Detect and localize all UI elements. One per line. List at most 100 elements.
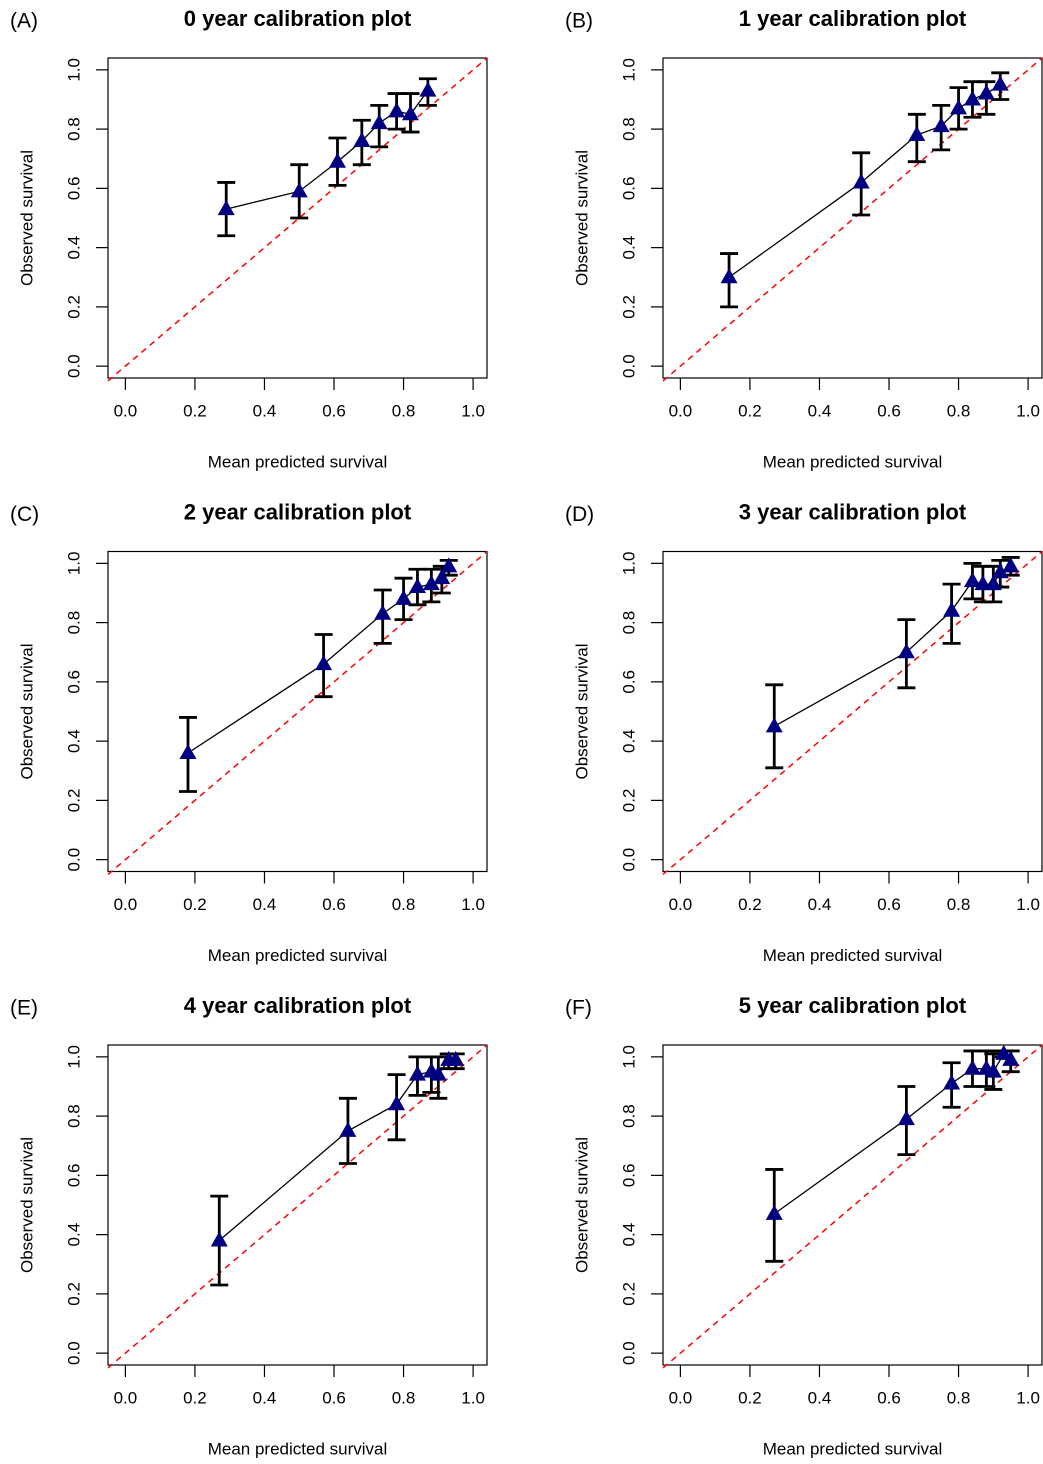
y-tick-label: 1.0 bbox=[619, 58, 638, 82]
point-marker bbox=[943, 1074, 961, 1090]
point-marker bbox=[897, 1110, 915, 1126]
y-tick-label: 0.8 bbox=[64, 611, 83, 635]
x-tick-label: 0.8 bbox=[947, 1388, 971, 1407]
y-tick-label: 0.0 bbox=[619, 354, 638, 378]
point-marker bbox=[963, 90, 981, 106]
x-tick-label: 0.6 bbox=[322, 401, 346, 420]
x-tick-label: 0.0 bbox=[669, 895, 693, 914]
y-tick-label: 1.0 bbox=[619, 1045, 638, 1069]
x-tick-label: 0.4 bbox=[253, 895, 277, 914]
x-tick-label: 0.6 bbox=[877, 895, 901, 914]
point-marker bbox=[370, 114, 388, 130]
x-tick-label: 0.6 bbox=[877, 1388, 901, 1407]
x-tick-label: 0.4 bbox=[253, 401, 277, 420]
y-tick-label: 0.4 bbox=[64, 236, 83, 260]
plot-frame bbox=[662, 57, 1043, 379]
y-tick-label: 0.4 bbox=[619, 1223, 638, 1247]
reference-line bbox=[107, 57, 488, 382]
point-marker bbox=[984, 575, 1002, 591]
y-tick-label: 0.0 bbox=[619, 1341, 638, 1365]
point-marker bbox=[429, 1065, 447, 1081]
x-tick-label: 0.4 bbox=[808, 401, 832, 420]
x-tick-label: 0.2 bbox=[183, 895, 207, 914]
reference-line bbox=[662, 1044, 1043, 1369]
x-axis-label: Mean predicted survival bbox=[763, 946, 943, 965]
y-tick-label: 0.8 bbox=[619, 611, 638, 635]
y-tick-label: 0.8 bbox=[619, 1104, 638, 1128]
y-axis-label: Observed survival bbox=[572, 1137, 591, 1273]
x-tick-label: 1.0 bbox=[461, 401, 485, 420]
panel-label: (E) bbox=[10, 997, 38, 1020]
plot-frame bbox=[107, 1044, 488, 1366]
x-tick-label: 0.2 bbox=[183, 1388, 207, 1407]
point-marker bbox=[374, 604, 392, 620]
point-marker bbox=[932, 117, 950, 133]
x-tick-label: 0.6 bbox=[877, 401, 901, 420]
y-tick-label: 0.6 bbox=[619, 670, 638, 694]
x-tick-label: 0.0 bbox=[669, 401, 693, 420]
chart-title: 1 year calibration plot bbox=[739, 6, 967, 31]
y-axis-label: Observed survival bbox=[17, 1137, 36, 1273]
y-tick-label: 0.6 bbox=[64, 670, 83, 694]
x-tick-label: 0.2 bbox=[738, 895, 762, 914]
chart-title: 0 year calibration plot bbox=[184, 6, 412, 31]
plot-frame bbox=[662, 1044, 1043, 1366]
point-marker bbox=[1002, 1050, 1020, 1066]
point-marker bbox=[963, 1059, 981, 1075]
point-marker bbox=[447, 1050, 465, 1066]
point-marker bbox=[388, 1095, 406, 1111]
panel-label: (D) bbox=[565, 503, 594, 526]
y-tick-label: 0.8 bbox=[619, 117, 638, 141]
y-tick-label: 1.0 bbox=[64, 552, 83, 576]
x-tick-label: 0.0 bbox=[114, 1388, 138, 1407]
point-marker bbox=[440, 557, 458, 573]
y-tick-label: 0.2 bbox=[64, 789, 83, 813]
series-line bbox=[218, 1059, 456, 1242]
point-marker bbox=[395, 589, 413, 605]
x-tick-label: 0.4 bbox=[253, 1388, 277, 1407]
point-marker bbox=[419, 81, 437, 97]
chart-title: 2 year calibration plot bbox=[184, 499, 412, 524]
series-line bbox=[773, 565, 1012, 727]
y-tick-label: 0.4 bbox=[619, 236, 638, 260]
x-tick-label: 1.0 bbox=[461, 895, 485, 914]
point-marker bbox=[408, 1065, 426, 1081]
point-marker bbox=[1002, 557, 1020, 573]
y-tick-label: 0.6 bbox=[64, 1164, 83, 1188]
panel-label: (B) bbox=[565, 10, 593, 33]
point-marker bbox=[765, 1204, 783, 1220]
x-tick-label: 0.2 bbox=[738, 1388, 762, 1407]
point-marker bbox=[950, 99, 968, 115]
point-marker bbox=[943, 601, 961, 617]
point-marker bbox=[977, 84, 995, 100]
x-axis-label: Mean predicted survival bbox=[763, 1439, 943, 1458]
x-tick-label: 0.8 bbox=[947, 401, 971, 420]
y-tick-label: 0.8 bbox=[64, 117, 83, 141]
point-marker bbox=[402, 105, 420, 121]
series-line bbox=[187, 565, 450, 754]
point-marker bbox=[339, 1121, 357, 1137]
plot-frame bbox=[107, 57, 488, 379]
y-tick-label: 0.4 bbox=[619, 729, 638, 753]
y-tick-label: 1.0 bbox=[64, 58, 83, 82]
x-tick-label: 0.0 bbox=[669, 1388, 693, 1407]
y-tick-label: 0.0 bbox=[64, 848, 83, 872]
x-tick-label: 0.8 bbox=[392, 401, 416, 420]
x-tick-label: 0.4 bbox=[808, 895, 832, 914]
y-tick-label: 0.2 bbox=[619, 789, 638, 813]
plot-frame bbox=[107, 550, 488, 873]
point-marker bbox=[897, 643, 915, 659]
point-marker bbox=[908, 126, 926, 142]
point-marker bbox=[179, 743, 197, 759]
point-marker bbox=[765, 717, 783, 733]
series-line bbox=[773, 1052, 1012, 1215]
x-tick-label: 0.8 bbox=[392, 895, 416, 914]
chart-title: 3 year calibration plot bbox=[739, 499, 967, 524]
plot-frame bbox=[662, 550, 1043, 873]
x-tick-label: 1.0 bbox=[1016, 895, 1040, 914]
x-tick-label: 0.2 bbox=[183, 401, 207, 420]
panel-label: (A) bbox=[10, 10, 38, 33]
y-axis-label: Observed survival bbox=[17, 150, 36, 286]
point-marker bbox=[210, 1231, 228, 1247]
point-marker bbox=[353, 131, 371, 147]
